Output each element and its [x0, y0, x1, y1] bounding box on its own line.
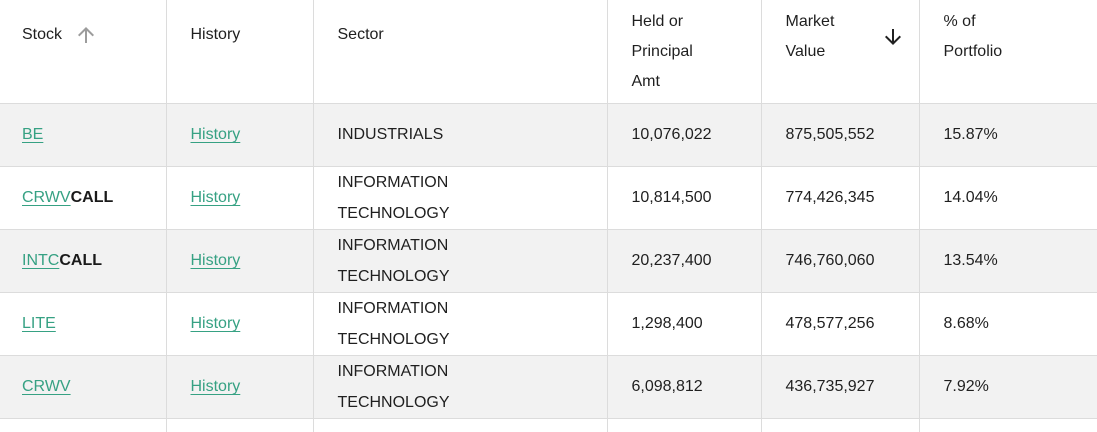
market-value-cell: 478,577,256	[760, 291, 919, 355]
stock-cell: INTCCALL	[0, 228, 166, 292]
pct-of-portfolio-cell	[918, 417, 1097, 432]
column-header-market-value[interactable]: Market Value	[760, 0, 919, 103]
sector-text: INFORMATION TECHNOLOGY	[337, 236, 450, 285]
table-row: CRWV History INFORMATION TECHNOLOGY 6,09…	[0, 354, 1097, 418]
market-value-cell	[760, 417, 919, 432]
pct-of-portfolio-cell: 13.54%	[918, 228, 1097, 292]
held-amount-cell: 10,814,500	[606, 165, 761, 229]
stock-cell: BE	[0, 102, 166, 166]
pct-of-portfolio-cell: 8.68%	[918, 291, 1097, 355]
stock-call-suffix: CALL	[70, 189, 114, 206]
held-amount-cell: 1,298,400	[606, 291, 761, 355]
column-header-history[interactable]: History	[165, 0, 313, 103]
history-link[interactable]: History	[190, 126, 241, 143]
history-link[interactable]: History	[190, 189, 241, 206]
table-row-partial	[0, 417, 1097, 432]
table-row: CRWVCALL History INFORMATION TECHNOLOGY …	[0, 165, 1097, 229]
history-link[interactable]: History	[190, 315, 241, 332]
table-row: LITE History INFORMATION TECHNOLOGY 1,29…	[0, 291, 1097, 355]
stock-link[interactable]: CRWV	[22, 378, 71, 395]
held-amount-cell	[606, 417, 761, 432]
column-header-pct-label: % of Portfolio	[943, 13, 1003, 60]
history-cell: History	[165, 228, 313, 292]
sector-cell: INFORMATION TECHNOLOGY	[312, 165, 607, 229]
pct-of-portfolio-cell: 14.04%	[918, 165, 1097, 229]
column-header-held-label: Held or Principal Amt	[631, 13, 693, 90]
stock-link[interactable]: LITE	[22, 315, 56, 332]
sector-cell: INFORMATION TECHNOLOGY	[312, 228, 607, 292]
table-row: BE History INDUSTRIALS 10,076,022 875,50…	[0, 102, 1097, 166]
column-header-sector[interactable]: Sector	[312, 0, 607, 103]
history-cell: History	[165, 102, 313, 166]
held-amount-cell: 6,098,812	[606, 354, 761, 418]
history-cell: History	[165, 291, 313, 355]
sort-descending-icon[interactable]	[881, 25, 905, 49]
table-row: INTCCALL History INFORMATION TECHNOLOGY …	[0, 228, 1097, 292]
market-value-cell: 436,735,927	[760, 354, 919, 418]
stock-cell	[0, 417, 166, 432]
stock-cell: LITE	[0, 291, 166, 355]
column-header-market-value-label: Market Value	[785, 13, 835, 60]
sort-ascending-icon[interactable]	[74, 23, 98, 47]
history-cell: History	[165, 165, 313, 229]
pct-of-portfolio-cell: 7.92%	[918, 354, 1097, 418]
column-header-held-or-principal-amt[interactable]: Held or Principal Amt	[606, 0, 761, 103]
table-body: BE History INDUSTRIALS 10,076,022 875,50…	[0, 102, 1097, 432]
held-amount-cell: 10,076,022	[606, 102, 761, 166]
column-header-sector-label: Sector	[337, 26, 384, 43]
history-link[interactable]: History	[190, 378, 241, 395]
sector-cell: INDUSTRIALS	[312, 102, 607, 166]
stock-link[interactable]: CRWV	[22, 189, 71, 206]
sector-cell: INFORMATION TECHNOLOGY	[312, 354, 607, 418]
pct-of-portfolio-cell: 15.87%	[918, 102, 1097, 166]
sector-text: INFORMATION TECHNOLOGY	[337, 299, 450, 348]
column-header-pct-of-portfolio[interactable]: % of Portfolio	[918, 0, 1097, 103]
sector-text: INDUSTRIALS	[337, 126, 444, 144]
stock-link[interactable]: INTC	[22, 252, 60, 269]
column-header-stock[interactable]: Stock	[0, 0, 166, 103]
market-value-cell: 746,760,060	[760, 228, 919, 292]
stock-cell: CRWVCALL	[0, 165, 166, 229]
stock-cell: CRWV	[0, 354, 166, 418]
stock-call-suffix: CALL	[59, 252, 102, 269]
column-header-history-label: History	[190, 26, 241, 43]
stock-link[interactable]: BE	[22, 126, 44, 143]
history-cell: History	[165, 354, 313, 418]
history-cell	[165, 417, 313, 432]
held-amount-cell: 20,237,400	[606, 228, 761, 292]
market-value-cell: 774,426,345	[760, 165, 919, 229]
sector-text: INFORMATION TECHNOLOGY	[337, 362, 450, 411]
history-link[interactable]: History	[190, 252, 241, 269]
column-header-stock-label: Stock	[22, 26, 63, 43]
table-header: Stock History Sector Held or Principal A…	[0, 0, 1097, 103]
sector-cell: INFORMATION TECHNOLOGY	[312, 291, 607, 355]
sector-cell	[312, 417, 607, 432]
sector-text: INFORMATION TECHNOLOGY	[337, 173, 450, 222]
market-value-cell: 875,505,552	[760, 102, 919, 166]
